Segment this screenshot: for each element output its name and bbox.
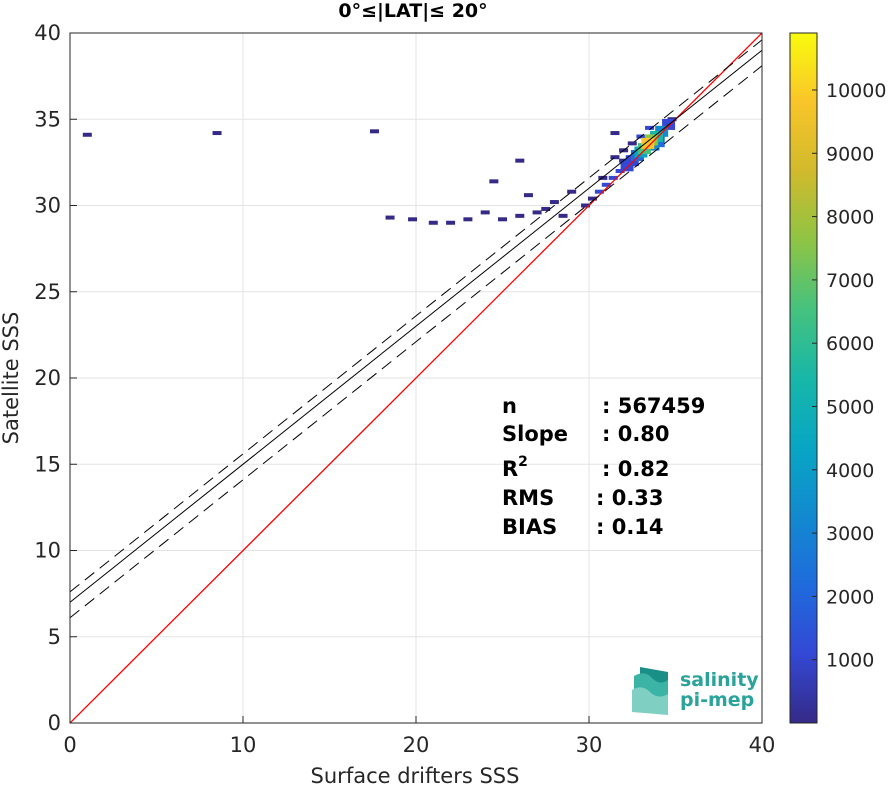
axis-ticks: 0 10 20 30 40 0 5 10 15 20 25 30 35 40 (34, 21, 775, 757)
density-cell (601, 182, 611, 187)
stat-rms-label: RMS (502, 486, 554, 510)
colorbar-tick-label: 1000 (826, 650, 874, 672)
y-tick-label: 30 (34, 194, 61, 218)
density-cell (587, 196, 597, 201)
density-cell (428, 220, 438, 225)
density-cell (641, 137, 655, 149)
y-tick-label: 40 (34, 21, 61, 45)
colorbar-tick-label: 2000 (826, 586, 874, 608)
density-cell (82, 132, 92, 137)
y-tick-label: 15 (34, 452, 61, 476)
colorbar-tick-label: 8000 (826, 207, 874, 229)
stat-rms-value: : 0.33 (596, 486, 664, 510)
density-cell (581, 203, 591, 208)
stat-r2-base: R (502, 457, 518, 481)
y-tick-label: 10 (34, 539, 61, 563)
y-tick-label: 0 (48, 711, 61, 735)
upper-bound-line (70, 39, 762, 593)
colorbar-tick-label: 7000 (826, 270, 874, 292)
colorbar-ticks: 1000 2000 3000 4000 5000 6000 7000 8000 9000 1000… (812, 80, 886, 672)
logo-line-2: pi-mep (680, 689, 754, 711)
density-cell (463, 217, 473, 222)
x-tick-label: 30 (576, 733, 603, 757)
density-cell (523, 193, 533, 198)
stat-slope-value: : 0.80 (602, 422, 670, 446)
identity-line (70, 33, 762, 723)
x-tick-label: 40 (749, 733, 776, 757)
colorbar-tick-label: 9000 (826, 143, 874, 165)
density-cell (615, 169, 625, 173)
lower-bound-line (70, 65, 762, 619)
x-axis-label: Surface drifters SSS (311, 764, 520, 786)
stat-r2-value: : 0.82 (602, 457, 670, 481)
density-cell (610, 131, 620, 136)
x-tick-label: 10 (230, 733, 257, 757)
density-cell (598, 175, 608, 180)
density-cell (645, 125, 655, 130)
x-tick-label: 20 (403, 733, 430, 757)
density-cell (446, 220, 456, 225)
colorbar-tick-label: 5000 (826, 396, 874, 418)
density-cell (567, 189, 577, 194)
stat-bias-value: : 0.14 (596, 515, 664, 539)
density-cell (515, 213, 525, 218)
density-cell (608, 175, 618, 180)
y-axis-label: Satellite SSS (0, 312, 23, 445)
colorbar-tick-label: 10000 (826, 80, 886, 102)
stat-r2-sup: 2 (518, 454, 528, 470)
density-cell (498, 217, 507, 222)
density-cell (408, 217, 418, 222)
stat-bias-label: BIAS (502, 515, 557, 539)
reference-lines (70, 33, 762, 723)
density-cell (480, 210, 490, 215)
stat-r2-label: R2 (502, 454, 528, 481)
y-tick-label: 20 (34, 366, 61, 390)
colorbar-tick-label: 4000 (826, 460, 874, 482)
logo-mark-icon (632, 667, 668, 715)
regression-line (70, 49, 762, 603)
stat-slope-label: Slope (502, 422, 568, 446)
salinity-pi-mep-logo: salinity pi-mep (632, 667, 759, 715)
density-cell (627, 141, 637, 146)
x-tick-label: 0 (63, 733, 76, 757)
stats-box: n : 567459 Slope : 0.80 R2 : 0.82 RMS : … (502, 394, 705, 539)
density-cell (515, 158, 525, 163)
density-cell (549, 200, 559, 205)
logo-line-1: salinity (680, 669, 759, 691)
density-cell (212, 131, 222, 136)
density-cell (532, 210, 542, 215)
chart-title: 0°≤|LAT|≤ 20° (338, 0, 487, 22)
stat-n-value: : 567459 (602, 394, 705, 418)
colorbar (789, 32, 818, 724)
colorbar-tick-label: 6000 (826, 333, 874, 355)
density-cell (610, 155, 620, 160)
density-cell (558, 213, 568, 218)
density-cell (385, 215, 395, 220)
density-cell (594, 189, 604, 194)
y-tick-label: 25 (34, 280, 61, 304)
density-cell (369, 129, 379, 134)
colorbar-tick-label: 3000 (826, 523, 874, 545)
stat-n-label: n (502, 394, 517, 418)
y-tick-label: 35 (34, 107, 61, 131)
y-tick-label: 5 (48, 625, 61, 649)
density-cell (489, 179, 499, 184)
density-cell (541, 206, 551, 211)
